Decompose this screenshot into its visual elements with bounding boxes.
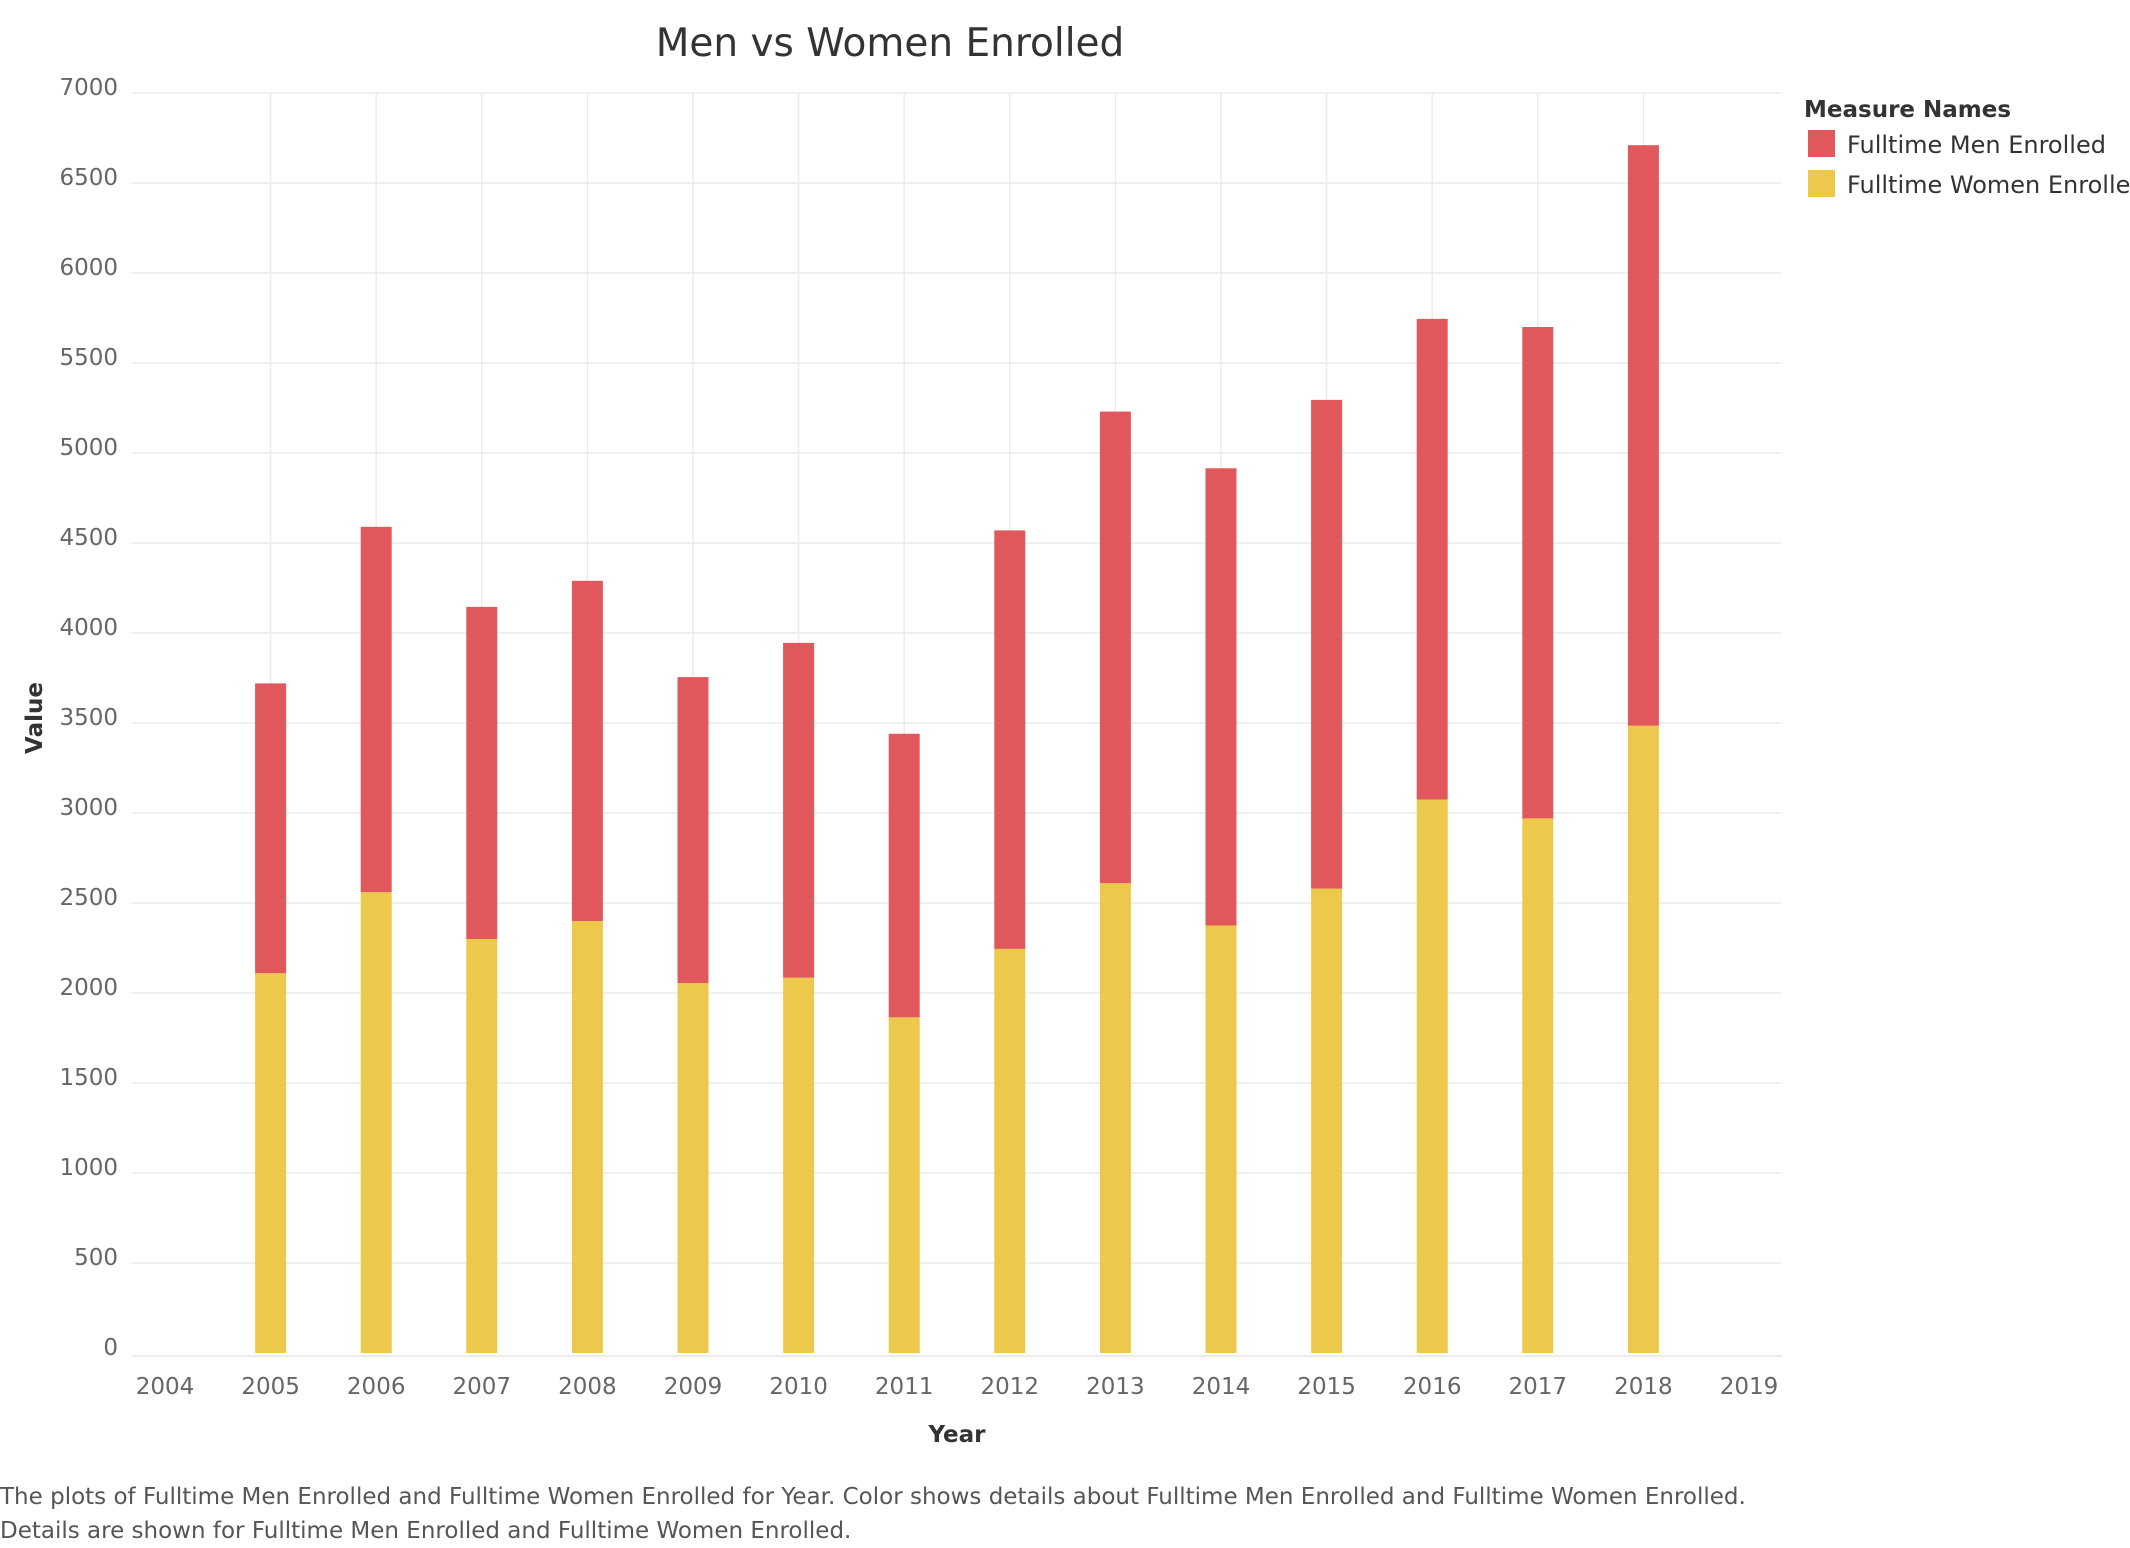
- bar-women-2010[interactable]: [783, 977, 815, 1353]
- x-axis-label: Year: [927, 1422, 986, 1448]
- bar-women-2018[interactable]: [1627, 725, 1659, 1353]
- y-tick-label: 2500: [59, 885, 118, 911]
- x-tick-label: 2014: [1192, 1374, 1251, 1400]
- bar-men-2013[interactable]: [1099, 411, 1131, 884]
- y-tick-label: 4000: [59, 615, 118, 641]
- bar-men-2006[interactable]: [360, 526, 392, 893]
- x-tick-label: 2012: [981, 1374, 1040, 1400]
- x-tick-label: 2013: [1086, 1374, 1145, 1400]
- y-tick-label: 500: [74, 1245, 118, 1271]
- y-tick-label: 1500: [59, 1065, 118, 1091]
- x-tick-label: 2011: [875, 1374, 934, 1400]
- legend: Measure Names Fulltime Men Enrolled Full…: [1804, 97, 2130, 199]
- caption-line-1: The plots of Fulltime Men Enrolled and F…: [0, 1484, 1746, 1510]
- bar-women-2017[interactable]: [1522, 818, 1554, 1353]
- y-tick-label: 1000: [59, 1155, 118, 1181]
- bar-men-2012[interactable]: [994, 530, 1026, 949]
- y-tick-label: 2000: [59, 975, 118, 1001]
- legend-label-women: Fulltime Women Enrolled: [1847, 171, 2130, 199]
- bar-men-2011[interactable]: [888, 733, 920, 1018]
- bar-women-2016[interactable]: [1416, 799, 1448, 1354]
- x-tick-label: 2018: [1614, 1374, 1673, 1400]
- bar-men-2008[interactable]: [571, 580, 603, 921]
- legend-swatch-women: [1808, 170, 1835, 197]
- bar-women-2007[interactable]: [466, 939, 498, 1353]
- y-tick-label: 0: [103, 1335, 118, 1361]
- legend-label-men: Fulltime Men Enrolled: [1847, 131, 2106, 159]
- legend-item-women[interactable]: Fulltime Women Enrolled: [1808, 170, 2130, 199]
- bar-men-2017[interactable]: [1522, 327, 1554, 819]
- bars: [255, 145, 1659, 1353]
- bar-men-2009[interactable]: [677, 677, 709, 984]
- x-tick-label: 2019: [1720, 1374, 1779, 1400]
- y-tick-label: 5000: [59, 435, 118, 461]
- y-tick-label: 4500: [59, 525, 118, 551]
- chart-title: Men vs Women Enrolled: [656, 21, 1125, 66]
- x-tick-label: 2008: [558, 1374, 617, 1400]
- y-tick-label: 3500: [59, 705, 118, 731]
- y-axis-ticks: 0 500 1000 1500 2000 2500 3000 3500 4000 4500 5000…: [59, 75, 118, 1361]
- caption-line-2: Details are shown for Fulltime Men Enrol…: [0, 1518, 852, 1544]
- x-tick-label: 2006: [347, 1374, 406, 1400]
- legend-swatch-men: [1808, 130, 1835, 157]
- x-tick-label: 2015: [1297, 1374, 1356, 1400]
- bar-men-2018[interactable]: [1627, 145, 1659, 726]
- y-tick-label: 7000: [59, 75, 118, 101]
- x-tick-label: 2009: [664, 1374, 723, 1400]
- x-axis-ticks: 2004 2005 2006 2007 2008 2009 2010 2011 2012 2013…: [136, 1374, 1779, 1400]
- bar-women-2015[interactable]: [1311, 888, 1343, 1353]
- chart-caption: The plots of Fulltime Men Enrolled and F…: [0, 1480, 2100, 1548]
- x-tick-label: 2010: [769, 1374, 828, 1400]
- bar-women-2014[interactable]: [1205, 925, 1237, 1354]
- x-tick-label: 2017: [1509, 1374, 1568, 1400]
- bar-women-2008[interactable]: [571, 921, 603, 1353]
- bar-women-2005[interactable]: [255, 973, 287, 1353]
- bar-women-2011[interactable]: [888, 1017, 920, 1353]
- y-tick-label: 5500: [59, 345, 118, 371]
- bar-men-2014[interactable]: [1205, 468, 1237, 926]
- y-tick-label: 6000: [59, 255, 118, 281]
- bar-women-2006[interactable]: [360, 892, 392, 1353]
- x-tick-label: 2005: [241, 1374, 300, 1400]
- legend-item-men[interactable]: Fulltime Men Enrolled: [1808, 130, 2106, 159]
- legend-title: Measure Names: [1804, 97, 2011, 123]
- y-axis-label: Value: [22, 682, 48, 754]
- y-tick-label: 3000: [59, 795, 118, 821]
- bar-women-2009[interactable]: [677, 983, 709, 1353]
- y-tick-label: 6500: [59, 165, 118, 191]
- x-tick-label: 2004: [136, 1374, 195, 1400]
- bar-men-2005[interactable]: [255, 683, 287, 974]
- bar-men-2015[interactable]: [1311, 399, 1343, 889]
- bar-men-2016[interactable]: [1416, 318, 1448, 800]
- bar-women-2013[interactable]: [1099, 883, 1131, 1353]
- bar-women-2012[interactable]: [994, 948, 1026, 1353]
- x-tick-label: 2016: [1403, 1374, 1462, 1400]
- x-tick-label: 2007: [453, 1374, 512, 1400]
- bar-men-2010[interactable]: [783, 642, 815, 978]
- bar-men-2007[interactable]: [466, 606, 498, 939]
